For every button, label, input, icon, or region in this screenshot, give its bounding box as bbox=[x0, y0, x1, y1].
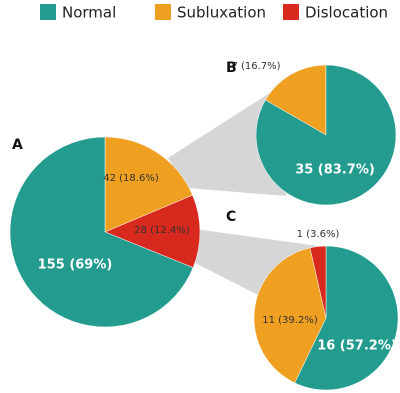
pie-slice bbox=[265, 64, 327, 136]
legend-swatch bbox=[40, 4, 56, 20]
legend-label: Dislocation bbox=[305, 4, 388, 22]
data-label: 16 (57.2%) bbox=[317, 339, 397, 354]
data-label: 42 (18.6%) bbox=[103, 173, 159, 184]
pie-slice bbox=[104, 136, 193, 233]
pie-slice bbox=[309, 245, 327, 319]
connector bbox=[188, 228, 318, 300]
pie-slice bbox=[253, 247, 327, 384]
data-label: 35 (83.7%) bbox=[295, 163, 375, 178]
chart-title: B bbox=[226, 60, 237, 76]
data-label: 155 (69%) bbox=[38, 258, 113, 273]
data-label: 1 (3.6%) bbox=[297, 229, 340, 240]
data-label: 28 (12.4%) bbox=[134, 225, 190, 236]
data-label: 7 (16.7%) bbox=[231, 61, 280, 72]
chart-title: A bbox=[12, 137, 23, 153]
legend-swatch bbox=[155, 4, 171, 20]
data-label: 11 (39.2%) bbox=[262, 315, 318, 326]
legend-label: Normal bbox=[62, 4, 116, 22]
pie-slice bbox=[294, 245, 399, 391]
pie-slice bbox=[255, 64, 397, 206]
pie-slice bbox=[9, 136, 194, 328]
legend-swatch bbox=[283, 4, 299, 20]
chart-title: C bbox=[226, 209, 236, 225]
pie-slice bbox=[104, 194, 201, 268]
legend-label: Subluxation bbox=[177, 4, 266, 22]
